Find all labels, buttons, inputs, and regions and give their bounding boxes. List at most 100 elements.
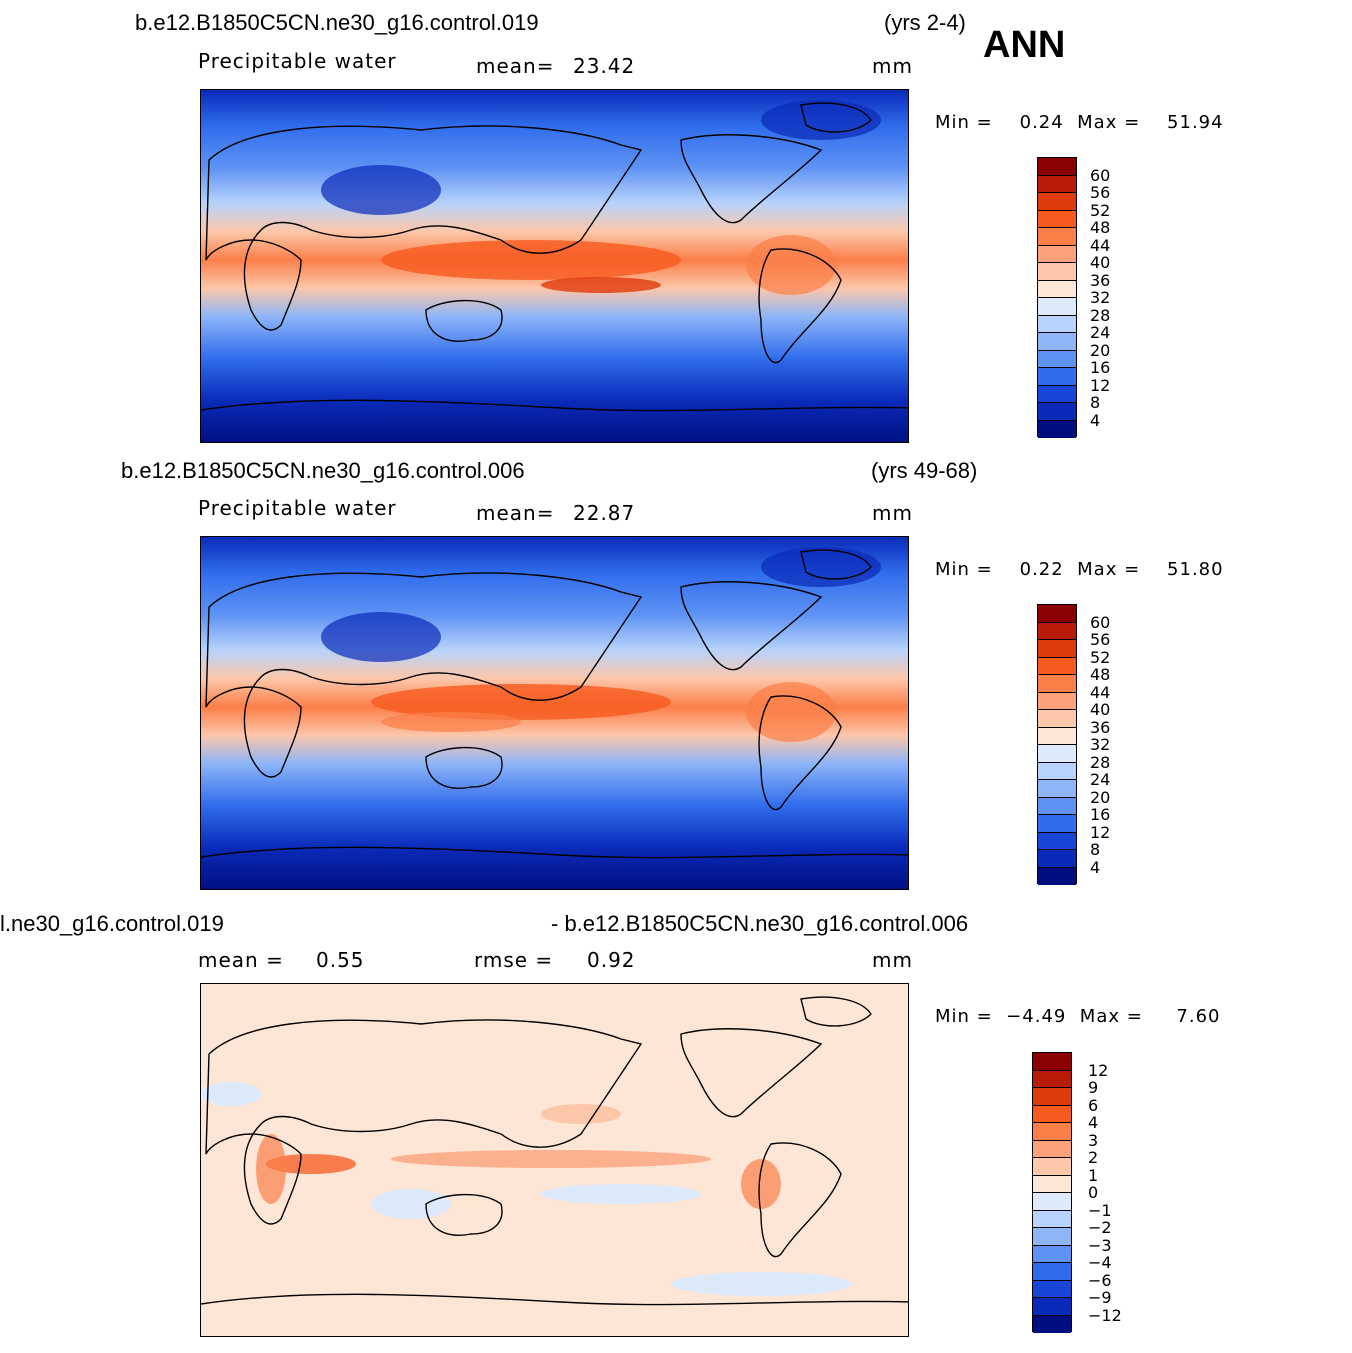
colorbar-tick-label: 52 (1090, 647, 1111, 667)
colorbar-swatch (1038, 333, 1076, 351)
colorbar-tick-label: 4 (1088, 1113, 1099, 1132)
colorbar-tick-label: −4 (1088, 1253, 1112, 1272)
colorbar-tick-label: 12 (1088, 1060, 1109, 1080)
colorbar-swatch (1033, 1123, 1071, 1141)
colorbar-tick-label: −6 (1088, 1270, 1112, 1290)
colorbar-tick-label: −9 (1088, 1288, 1112, 1307)
colorbar-tick-label: 36 (1090, 717, 1111, 737)
panel2-years: (yrs 49-68) (871, 458, 978, 483)
colorbar-tick-label: 48 (1090, 218, 1111, 237)
colorbar-tick-label: 28 (1090, 752, 1111, 772)
panel1-years: (yrs 2-4) (884, 10, 966, 35)
colorbar-tick-label: 8 (1090, 840, 1101, 859)
colorbar-tick-label: −12 (1088, 1305, 1122, 1325)
colorbar-tick-label: 40 (1090, 700, 1111, 719)
colorbar-swatch (1033, 1245, 1071, 1263)
colorbar-swatch (1038, 762, 1076, 780)
colorbar-tick-label: 12 (1090, 822, 1111, 842)
colorbar-swatch (1033, 1175, 1071, 1193)
colorbar-swatch (1033, 1280, 1071, 1298)
colorbar-swatch (1038, 210, 1076, 228)
panel2-case-name: b.e12.B1850C5CN.ne30_g16.control.006 (121, 458, 525, 483)
colorbar-swatch (1038, 263, 1076, 281)
panel1-map (200, 89, 909, 443)
colorbar-swatch (1038, 420, 1076, 438)
colorbar-tick-label: 20 (1090, 787, 1111, 807)
colorbar-swatch (1038, 605, 1076, 623)
colorbar-tick-label: 8 (1090, 393, 1101, 412)
panel2-mean-value: 22.87 (573, 501, 636, 525)
colorbar-tick-label: 60 (1090, 612, 1111, 632)
colorbar-swatch (1033, 1140, 1071, 1158)
panel2-colorbar (1037, 604, 1077, 885)
colorbar-swatch (1038, 228, 1076, 246)
colorbar-tick-label: 12 (1090, 375, 1111, 395)
colorbar-swatch (1033, 1053, 1071, 1071)
colorbar-swatch (1038, 815, 1076, 833)
panel2-map (200, 536, 909, 890)
colorbar-swatch (1033, 1070, 1071, 1088)
colorbar-swatch (1038, 780, 1076, 798)
panel2-mean-label: mean= (476, 501, 555, 525)
colorbar-tick-label: 48 (1090, 665, 1111, 684)
colorbar-swatch (1038, 193, 1076, 211)
panel3-mean-value: 0.55 (316, 948, 365, 972)
colorbar-tick-label: 32 (1090, 735, 1111, 754)
colorbar-swatch (1033, 1105, 1071, 1123)
panel2-minmax: Min = 0.22 Max = 51.80 (935, 559, 1224, 580)
colorbar-swatch (1038, 245, 1076, 263)
colorbar-tick-label: 4 (1090, 410, 1101, 430)
colorbar-tick-label: 28 (1090, 305, 1111, 325)
colorbar-tick-label: 24 (1090, 770, 1111, 789)
colorbar-tick-label: 60 (1090, 165, 1111, 185)
panel1-colorbar (1037, 157, 1077, 438)
season-label: ANN (983, 24, 1066, 66)
colorbar-swatch (1033, 1263, 1071, 1281)
colorbar-swatch (1038, 797, 1076, 815)
panel1-case-name: b.e12.B1850C5CN.ne30_g16.control.019 (135, 10, 539, 35)
panel3-case-right: - b.e12.B1850C5CN.ne30_g16.control.006 (551, 911, 969, 936)
colorbar-swatch (1038, 745, 1076, 763)
colorbar-tick-label: 16 (1090, 805, 1111, 824)
panel1-units: mm (872, 54, 913, 78)
panel1-minmax: Min = 0.24 Max = 51.94 (935, 112, 1224, 133)
colorbar-swatch (1038, 315, 1076, 333)
colorbar-swatch (1038, 640, 1076, 658)
colorbar-swatch (1033, 1298, 1071, 1316)
colorbar-tick-label: 1 (1088, 1165, 1099, 1185)
panel3-rmse-label: rmse = (474, 948, 554, 972)
colorbar-tick-label: 40 (1090, 253, 1111, 272)
colorbar-tick-label: 36 (1090, 270, 1111, 290)
panel1-mean-value: 23.42 (573, 54, 636, 78)
colorbar-tick-label: 20 (1090, 340, 1111, 360)
colorbar-swatch (1038, 175, 1076, 193)
panel2-variable: Precipitable water (198, 496, 397, 520)
colorbar-tick-label: 4 (1090, 857, 1101, 877)
colorbar-tick-label: 44 (1090, 682, 1111, 702)
colorbar-swatch (1038, 675, 1076, 693)
colorbar-tick-label: 56 (1090, 630, 1111, 649)
colorbar-swatch (1038, 727, 1076, 745)
colorbar-swatch (1038, 867, 1076, 885)
colorbar-swatch (1038, 158, 1076, 176)
colorbar-swatch (1038, 850, 1076, 868)
colorbar-swatch (1033, 1158, 1071, 1176)
colorbar-swatch (1038, 350, 1076, 368)
colorbar-tick-label: −3 (1088, 1235, 1112, 1255)
panel3-case-left: l.ne30_g16.control.019 (0, 911, 224, 936)
panel3-units: mm (872, 948, 913, 972)
colorbar-tick-label: 56 (1090, 183, 1111, 202)
colorbar-tick-label: 16 (1090, 358, 1111, 377)
colorbar-swatch (1038, 832, 1076, 850)
panel3-rmse-value: 0.92 (587, 948, 636, 972)
panel3-map (200, 983, 909, 1337)
panel1-mean-label: mean= (476, 54, 555, 78)
colorbar-swatch (1038, 710, 1076, 728)
colorbar-swatch (1033, 1228, 1071, 1246)
colorbar-tick-label: 52 (1090, 200, 1111, 220)
colorbar-swatch (1038, 280, 1076, 298)
panel3-mean-label: mean = (198, 948, 284, 972)
colorbar-swatch (1038, 622, 1076, 640)
colorbar-swatch (1033, 1210, 1071, 1228)
colorbar-swatch (1033, 1088, 1071, 1106)
